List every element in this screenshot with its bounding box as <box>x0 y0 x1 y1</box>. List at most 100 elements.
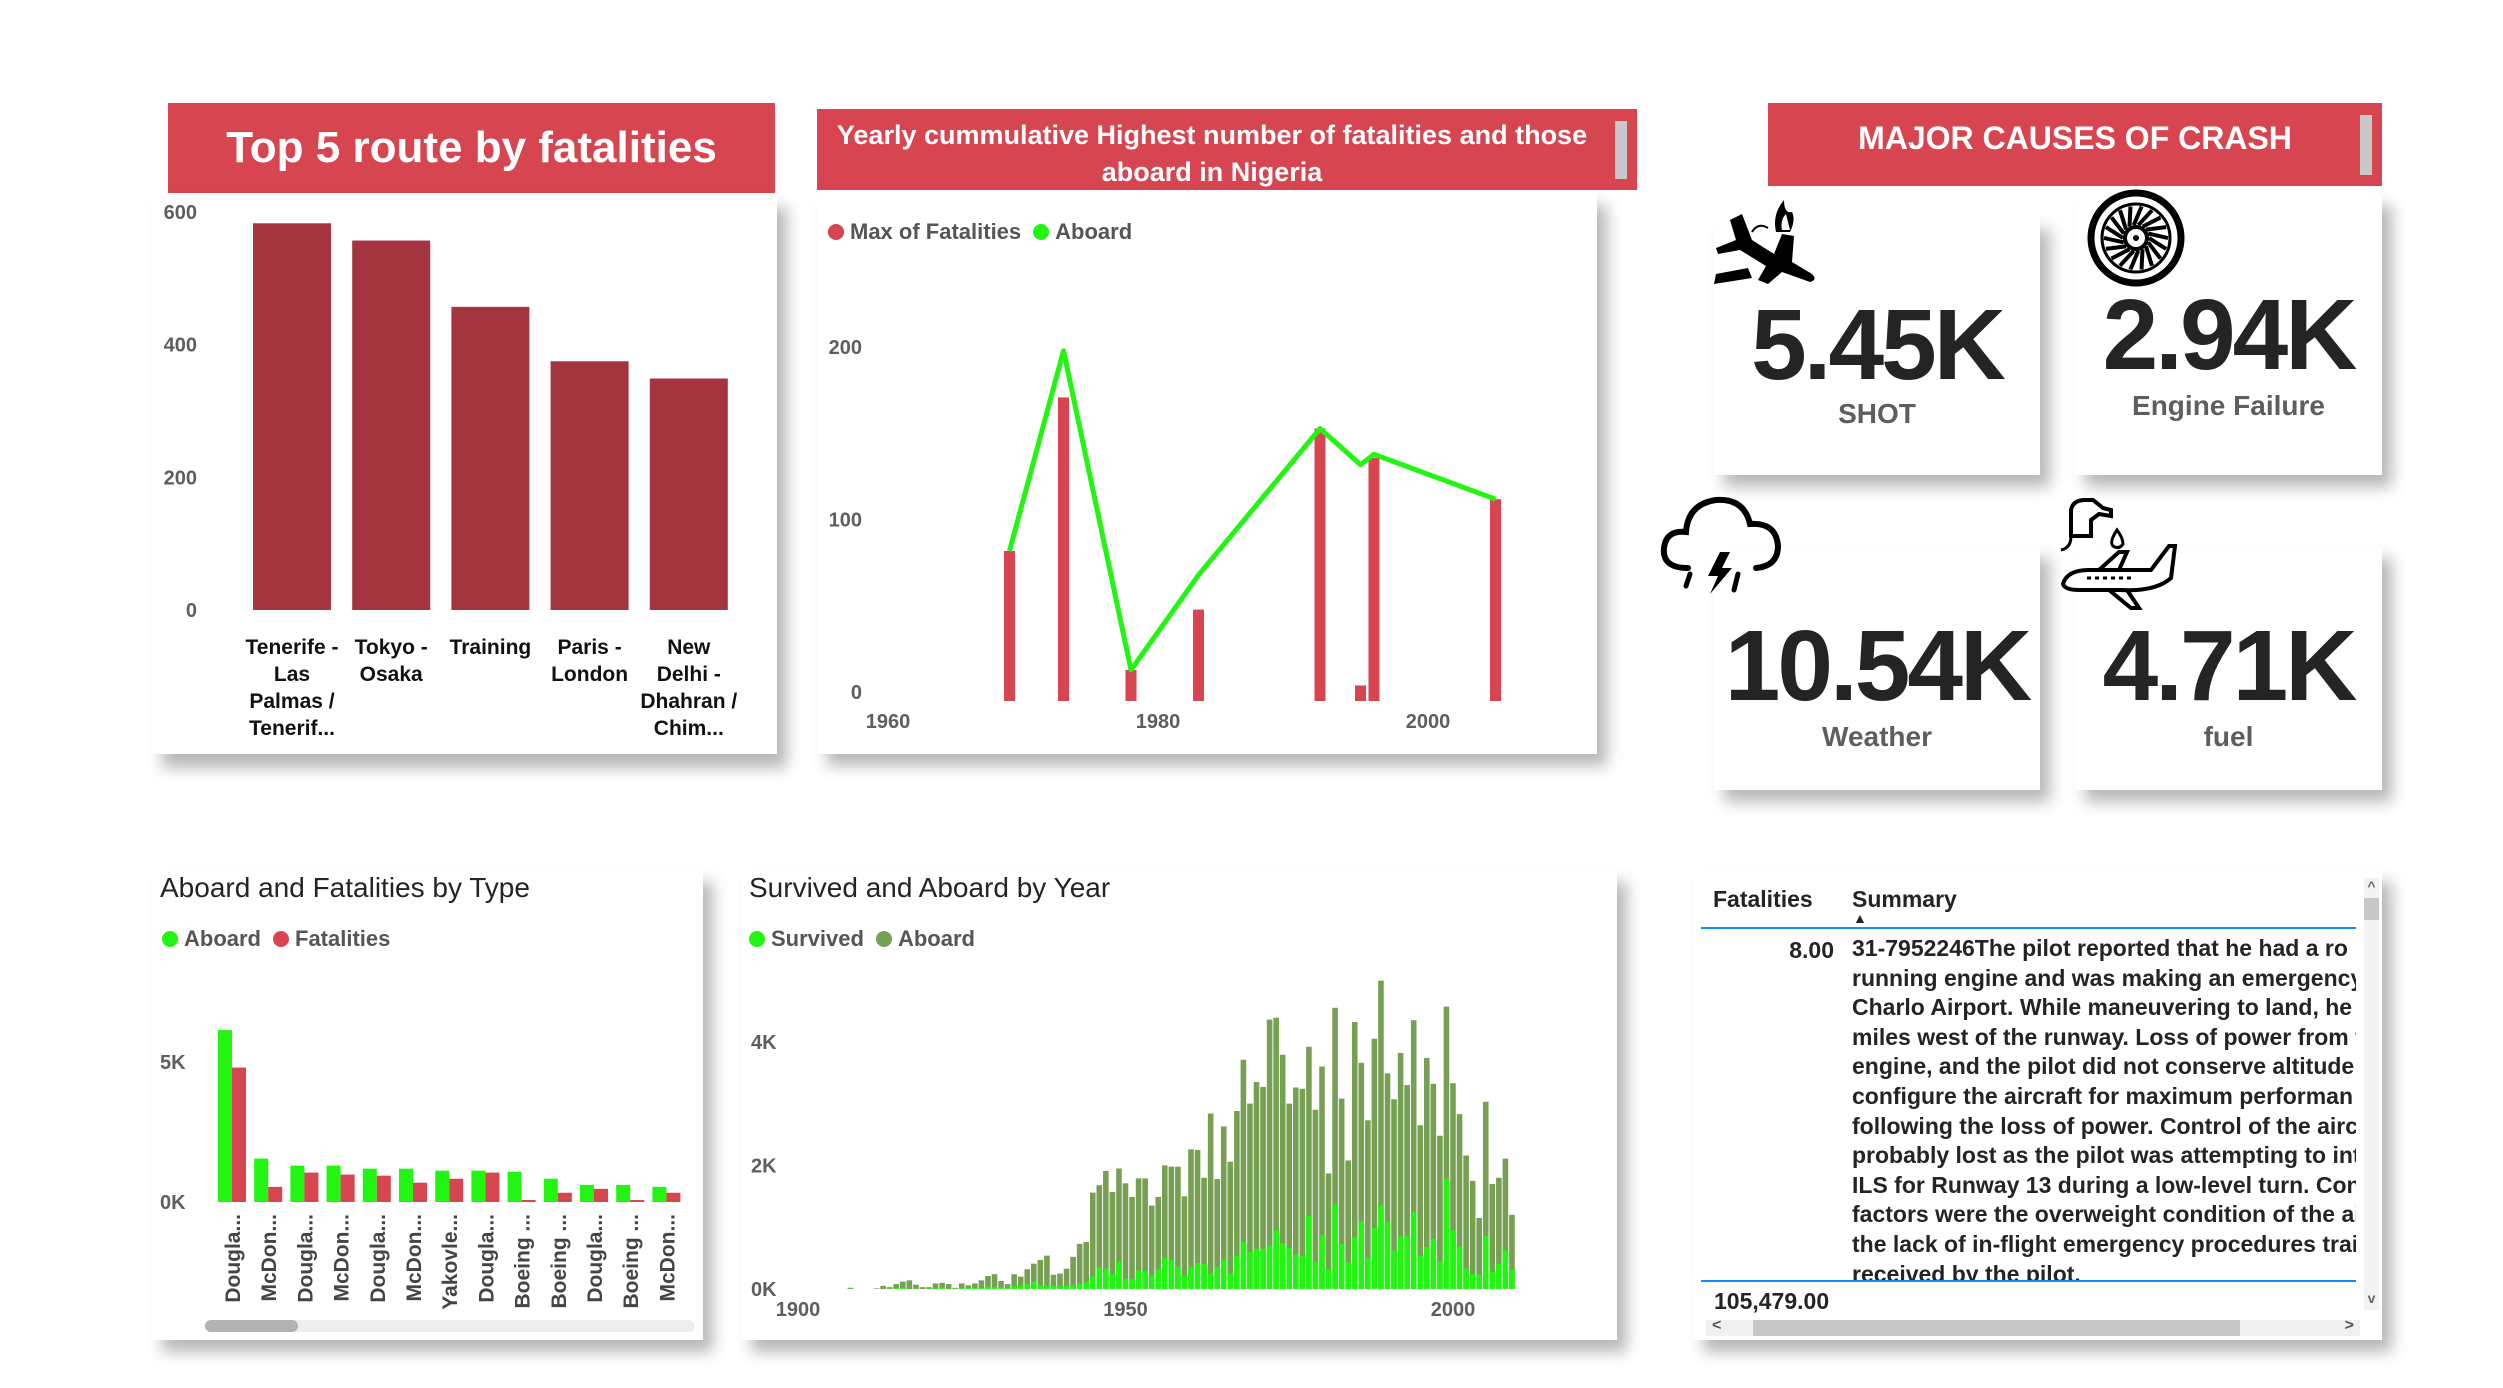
scroll-left-icon[interactable]: < <box>1712 1317 1722 1334</box>
header-scrollbar[interactable] <box>1615 121 1627 179</box>
fatalities-bar <box>304 1172 319 1202</box>
aboard-bar <box>1371 1038 1378 1289</box>
turbine-blade <box>2109 216 2126 235</box>
top-routes-chart[interactable]: 0 200 400 600 Tenerife - Las Palmas / Tener… <box>152 193 777 754</box>
survived-bar <box>952 1288 958 1289</box>
survived-bar <box>932 1288 939 1289</box>
survived-bar <box>939 1287 945 1289</box>
survived-bar <box>1050 1285 1057 1289</box>
type-label: Boeing ... <box>548 1214 571 1309</box>
survived-bar <box>1142 1270 1148 1289</box>
summary-line: running engine and was making an emergen… <box>1852 964 2356 991</box>
legend-label-aboard[interactable]: Aboard <box>1055 219 1133 244</box>
scroll-right-icon[interactable]: > <box>2344 1317 2354 1334</box>
aboard-bar <box>1325 1173 1332 1289</box>
aboard-bar <box>1220 1126 1227 1289</box>
aboard-bar <box>958 1283 965 1289</box>
survived-bar <box>1365 1257 1371 1289</box>
legend-label-fatalities[interactable]: Fatalities <box>295 926 391 951</box>
aboard-bar <box>1437 1135 1443 1289</box>
aboard-bar <box>991 1274 998 1289</box>
aboard-bar <box>1175 1166 1181 1289</box>
vertical-scrollbar[interactable]: ^ v <box>2364 878 2379 1310</box>
scroll-up-icon[interactable]: ^ <box>2367 878 2376 894</box>
fatalities-bar <box>449 1178 464 1202</box>
type-label: Boeing ... <box>620 1214 643 1309</box>
aboard-bar <box>1181 1196 1188 1289</box>
turbine-blade <box>2131 205 2144 226</box>
turbine-blade <box>2105 244 2127 251</box>
turbine-blade <box>2110 247 2131 261</box>
aboard-bar <box>1417 1125 1424 1289</box>
aboard-bar <box>1017 1276 1024 1289</box>
survived-bar <box>1227 1273 1234 1289</box>
aboard-bar <box>471 1170 486 1202</box>
survived-chart[interactable]: Survived and Aboard by Year Survived Abo… <box>741 870 1617 1340</box>
legend-label-survived[interactable]: Survived <box>771 926 864 951</box>
scrollbar-thumb[interactable] <box>2364 898 2379 920</box>
aboard-bar <box>1378 980 1384 1289</box>
kpi-card-shot[interactable]: 5.45K SHOT <box>1714 217 2040 475</box>
survived-bar <box>1135 1270 1142 1289</box>
legend-label-aboard[interactable]: Aboard <box>184 926 261 951</box>
kpi-card-weather[interactable]: 10.54K Weather <box>1714 546 2040 790</box>
y-tick-label: 600 <box>164 202 197 224</box>
nigeria-chart[interactable]: Max of Fatalities Aboard 0 100 200 1960 1980… <box>817 193 1597 754</box>
turbine-blade <box>2128 250 2141 271</box>
legend-dot-aboard <box>875 931 892 947</box>
aboard-bar <box>1345 1160 1351 1289</box>
type-label: Dougla... <box>584 1214 607 1303</box>
aboard-bar <box>1469 1180 1476 1289</box>
aboard-bar <box>543 1178 558 1202</box>
column-header-summary[interactable]: Summary <box>1852 886 1957 912</box>
survived-chart-title: Survived and Aboard by Year <box>749 872 1111 903</box>
type-chart-scrollbar[interactable] <box>205 1320 695 1332</box>
aboard-bar <box>1351 1022 1358 1289</box>
legend-dot-fatalities <box>828 224 844 240</box>
header-scrollbar[interactable] <box>2360 115 2372 175</box>
aboard-bar <box>399 1168 413 1202</box>
turbine-blade <box>2146 241 2163 260</box>
aboard-bar <box>1227 1161 1234 1289</box>
x-tick-label: 1950 <box>1103 1299 1148 1321</box>
legend-dot-survived <box>749 931 765 947</box>
aboard-bar <box>1214 1178 1220 1289</box>
scroll-down-icon[interactable]: v <box>2367 1290 2376 1306</box>
survived-bar <box>1148 1275 1155 1289</box>
turbine-blade <box>2139 249 2145 270</box>
nigeria-plot: 0 100 200 1960 1980 2000 <box>829 337 1501 733</box>
major-causes-header: MAJOR CAUSES OF CRASH <box>1768 103 2382 186</box>
survived-bar <box>998 1287 1004 1289</box>
summary-table[interactable]: Fatalities Summary ▲ 8.00 31-7952246The … <box>1693 870 2382 1340</box>
x-tick-label: 1900 <box>776 1299 821 1321</box>
turbine-blade <box>2104 225 2125 240</box>
aboard-bar <box>1463 1155 1469 1289</box>
aboard-bar <box>1155 1196 1162 1289</box>
turbine-blade <box>2147 231 2169 240</box>
survived-bar <box>1083 1282 1089 1289</box>
aboard-bar <box>1476 1217 1482 1289</box>
legend-label-aboard[interactable]: Aboard <box>897 926 975 951</box>
survived-bar <box>1175 1266 1181 1289</box>
survived-bar <box>1469 1274 1476 1289</box>
legend-label-fatalities[interactable]: Max of Fatalities <box>850 219 1022 244</box>
kpi-card-fuel[interactable]: 4.71K fuel <box>2075 546 2382 790</box>
aboard-bar <box>507 1171 522 1202</box>
survived-bar <box>1201 1264 1207 1289</box>
type-label: Dougla... <box>294 1214 317 1303</box>
turbine-blade <box>2118 209 2128 231</box>
route-bar <box>352 240 431 611</box>
aboard-line <box>1007 348 1497 673</box>
scrollbar-thumb[interactable] <box>1753 1320 2240 1336</box>
type-label: Boeing ... <box>512 1214 535 1309</box>
survived-bar <box>1306 1216 1312 1289</box>
type-label: McDon... <box>656 1214 679 1302</box>
y-tick-label: 0 <box>186 600 197 622</box>
column-header-fatalities[interactable]: Fatalities <box>1713 886 1813 912</box>
survived-bar <box>1103 1268 1109 1289</box>
fatalities-bar <box>268 1186 283 1202</box>
scrollbar-thumb[interactable] <box>205 1320 298 1332</box>
type-chart[interactable]: Aboard and Fatalities by Type Aboard Fat… <box>152 870 703 1340</box>
horizontal-scrollbar[interactable]: < > <box>1706 1317 2360 1336</box>
kpi-value: 10.54K <box>1724 610 2032 722</box>
